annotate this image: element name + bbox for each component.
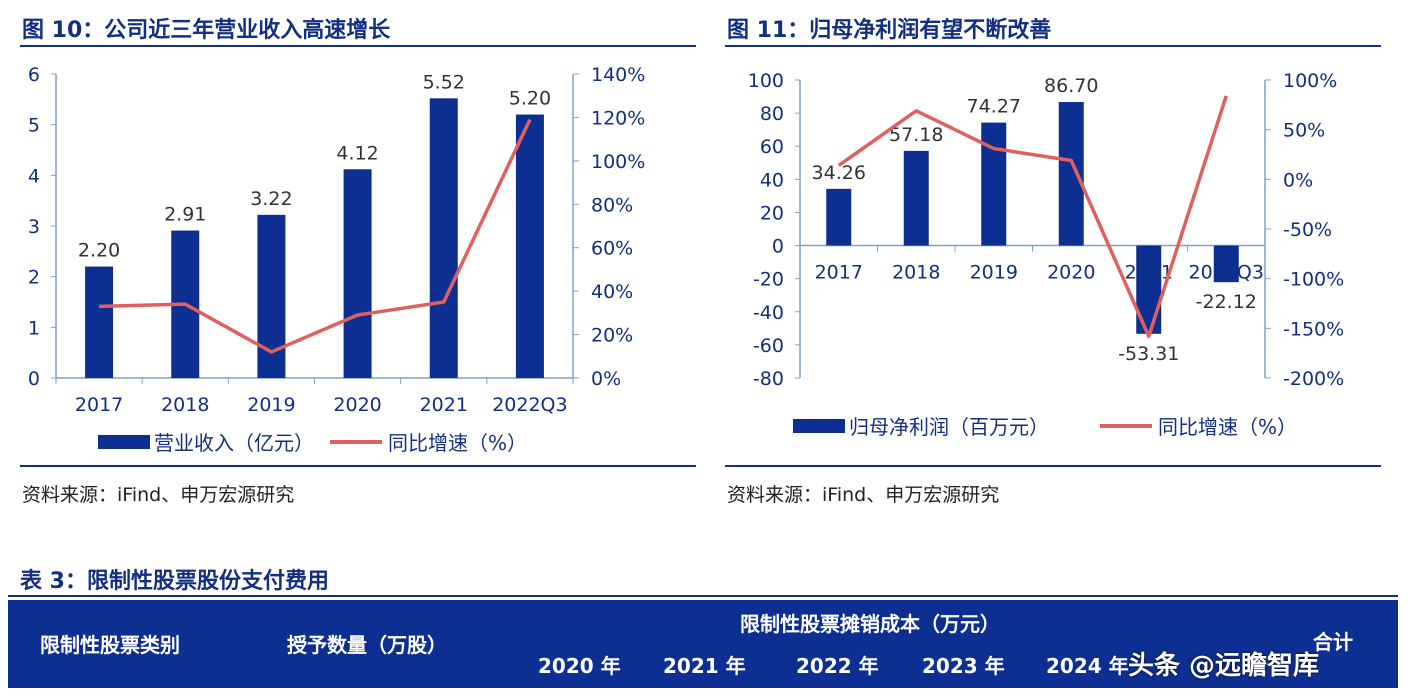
chart2-source: 资料来源：iFind、申万宏源研究 (727, 484, 1000, 506)
header-category: 限制性股票类别 (40, 633, 180, 657)
chart1-y2tick-label: 80% (591, 194, 633, 216)
chart2-ytick-label: 60 (760, 136, 784, 158)
chart2-y2tick-label: 0% (1283, 169, 1313, 191)
chart2-legend-bar-swatch (793, 419, 845, 433)
chart1-title: 图 10：公司近三年营业收入高速增长 (22, 18, 391, 43)
chart1-legend-bar-label: 营业收入（亿元） (154, 431, 314, 455)
chart1-x-label: 2018 (161, 394, 209, 416)
chart2-y2tick-label: -50% (1283, 219, 1332, 241)
header-total: 合计 (1313, 630, 1353, 654)
chart2-y2tick-label: -100% (1283, 269, 1344, 291)
chart2-ytick-label: 100 (748, 70, 784, 92)
chart1-bar (85, 266, 114, 378)
chart2-data-label: 74.27 (967, 96, 1021, 118)
chart2-ytick-label: -40 (753, 302, 784, 324)
header-quantity: 授予数量（万股） (287, 633, 447, 657)
chart1-x-label: 2020 (333, 394, 381, 416)
chart2-bar (903, 150, 929, 246)
chart1-bar (515, 114, 544, 379)
chart2-x-label: 2017 (815, 262, 863, 284)
chart1-bar (429, 98, 458, 378)
chart2-y2tick-label: 100% (1283, 70, 1337, 92)
chart1-bar (343, 169, 372, 378)
header-year-2023: 2023 年 (922, 654, 1005, 678)
chart1-ytick-label: 3 (28, 216, 40, 238)
chart1-data-label: 2.20 (78, 240, 120, 262)
chart1-x-label: 2021 (420, 394, 468, 416)
chart1-y2tick-label: 0% (591, 368, 621, 390)
chart2-ytick-label: -60 (753, 335, 784, 357)
chart2-x-label: 2021 (1125, 262, 1173, 284)
chart2-x-label: 2022Q3 (1189, 262, 1264, 284)
chart1-data-label: 5.52 (423, 71, 465, 93)
chart2-title-rule (725, 45, 1381, 47)
chart2-data-label: 57.18 (889, 124, 943, 146)
chart1-x-label: 2019 (247, 394, 295, 416)
chart1-bottom-rule (20, 465, 696, 467)
chart2-y2tick-label: -200% (1283, 368, 1344, 390)
chart1-ytick-label: 2 (28, 267, 40, 289)
chart2-y2tick-label: -150% (1283, 318, 1344, 340)
chart2-ytick-label: -20 (753, 269, 784, 291)
chart2-ytick-label: 40 (760, 169, 784, 191)
chart1-ytick-label: 5 (28, 115, 40, 137)
table-title: 表 3：限制性股票股份支付费用 (20, 569, 329, 594)
chart2-growth-line (837, 95, 1228, 339)
chart2-bar (1213, 245, 1239, 283)
chart2-ytick-label: 0 (772, 236, 784, 258)
chart1-title-rule (20, 45, 696, 47)
chart1-ytick-label: 1 (28, 317, 40, 339)
chart2-data-label: -53.31 (1118, 343, 1179, 365)
chart2-x-label: 2020 (1047, 262, 1095, 284)
chart1-x-label: 2017 (75, 394, 123, 416)
chart2-data-label: -22.12 (1196, 291, 1257, 313)
table-header: 限制性股票类别 授予数量（万股） 限制性股票摊销成本（万元） 2020 年 20… (8, 600, 1398, 688)
chart1-y2tick-label: 100% (591, 151, 645, 173)
chart1-data-label: 3.22 (250, 188, 292, 210)
chart1-x-label: 2022Q3 (492, 394, 567, 416)
chart1-y2tick-label: 40% (591, 281, 633, 303)
chart1-y2tick-label: 20% (591, 325, 633, 347)
chart2-bar (981, 122, 1007, 246)
watermark: 头条 @远瞻智库 (1128, 651, 1320, 681)
chart1-growth-line (99, 118, 532, 354)
chart2-bar (1058, 102, 1084, 246)
chart2-legend-line-label: 同比增速（%） (1158, 415, 1297, 439)
chart1-legend-line-label: 同比增速（%） (388, 431, 527, 455)
chart2-legend-bar-label: 归母净利润（百万元） (849, 415, 1049, 439)
chart2-data-label: 86.70 (1044, 75, 1098, 97)
chart2-ytick-label: 20 (760, 202, 784, 224)
chart1-y2tick-label: 60% (591, 238, 633, 260)
chart1-data-label: 2.91 (164, 204, 206, 226)
chart2-bar (826, 188, 852, 246)
header-year-2020: 2020 年 (538, 654, 621, 678)
header-cost-group: 限制性股票摊销成本（万元） (740, 612, 1000, 636)
chart1-source: 资料来源：iFind、申万宏源研究 (22, 484, 295, 506)
header-year-2021: 2021 年 (663, 654, 746, 678)
chart2-ytick-label: -80 (753, 368, 784, 390)
chart1-data-label: 5.20 (509, 88, 551, 110)
chart2-bottom-rule (725, 465, 1381, 467)
chart2-ytick-label: 80 (760, 103, 784, 125)
chart1-y2tick-label: 120% (591, 107, 645, 129)
chart2-data-label: 34.26 (812, 162, 866, 184)
chart1-ytick-label: 6 (28, 64, 40, 86)
header-year-2022: 2022 年 (796, 654, 879, 678)
charts-canvas: 01234560%20%40%60%80%100%120%140%2.20201… (28, 64, 1344, 455)
chart1-ytick-label: 4 (28, 165, 40, 187)
chart1-data-label: 4.12 (336, 142, 378, 164)
chart1-legend-bar-swatch (98, 435, 150, 449)
chart2-x-label: 2019 (970, 262, 1018, 284)
chart2-y2tick-label: 50% (1283, 120, 1325, 142)
table-title-rule (8, 595, 1398, 597)
chart2-x-label: 2018 (892, 262, 940, 284)
chart1-y2tick-label: 140% (591, 64, 645, 86)
header-year-2024: 2024 年 (1046, 654, 1129, 678)
chart2-title: 图 11：归母净利润有望不断改善 (727, 18, 1052, 43)
chart1-ytick-label: 0 (28, 368, 40, 390)
